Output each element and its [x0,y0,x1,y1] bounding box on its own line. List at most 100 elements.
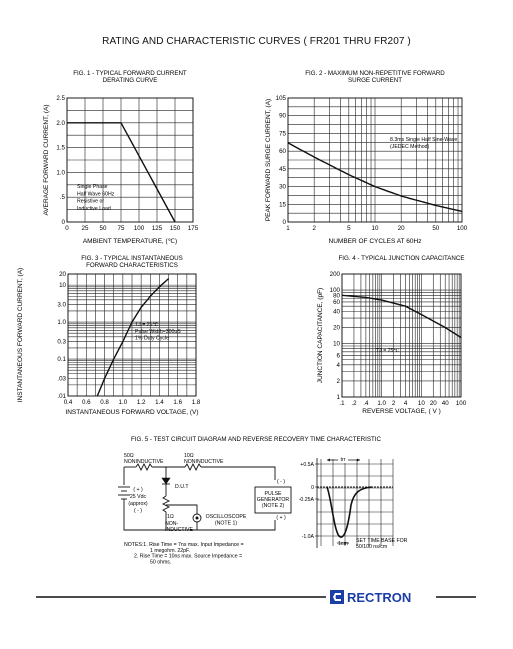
fig1-note: Resistive or [77,199,104,205]
fig3-y-tick-label: .01 [57,393,66,400]
fig3-x-tick-label: 0.6 [82,399,91,406]
fig1-note: Inductive Load [77,206,111,212]
fig2-y-tick-label: 0 [283,219,287,226]
fig2-x-tick-label: 1 [286,225,290,232]
fig3-y-tick-label: 10 [59,282,66,289]
fig4-y-tick-label: 200 [330,271,341,278]
fig2-y-tick-label: 60 [279,148,286,155]
fig2-note: 8.3ms Single Half Sine-Wave [390,137,457,143]
recovery-waveform: +0.5A 0 -0.25A -1.0A trr 1cm SET TIME BASE FOR… [299,455,408,550]
r1-type-label: NONINDUCTIVE [124,459,164,465]
fig1-x-tick-label: 75 [118,225,125,232]
fig4-x-tick-label: 20 [430,400,437,407]
fig1-x-tick-label: 175 [188,225,199,232]
pulse-generator-box [254,486,292,514]
fig3-frame [67,273,197,397]
fig4-x-tick-label: 4 [404,400,408,407]
fig3-x-tick-label: 0.8 [100,399,109,406]
circuit-wire [166,504,198,514]
fig1-y-tick-label: 0 [62,219,66,226]
fig4-x-tick-label: .1 [339,400,345,407]
fig3-x-tick-label: 1.4 [155,399,164,406]
fig1-x-tick-label: 125 [152,225,163,232]
r3-type-label: INDUCTIVE [165,527,193,533]
rectron-logo: RECTRON [330,590,411,605]
fig1-y-tick-label: 2.5 [56,95,65,102]
fig1-x-axis-label: AMBIENT TEMPERATURE, (℃) [83,238,177,245]
fig3-x-tick-label: 0.4 [64,399,73,406]
fig5-note: NOTES:1. Rise Time = 7ns max. Input Impe… [124,542,244,548]
fig1-x-tick-label: 25 [82,225,89,232]
fig4-y-tick-label: 60 [333,299,340,306]
fig4-x-tick-label: .4 [363,400,369,407]
pulse-minus-label: ( - ) [277,479,285,485]
fig3-note: 1% Duty Cycle [135,336,169,342]
fig2-x-tick-label: 5 [347,225,351,232]
oscilloscope-probe-dot [195,516,199,520]
fig1-chart: FIG. 1 - TYPICAL FORWARD CURRENTDERATING… [43,70,199,245]
fig1-x-tick-label: 0 [65,225,69,232]
fig4-y-tick-label: 6 [337,352,341,359]
fig4-y-tick-label: 80 [333,292,340,299]
resistor-1-ohm [161,495,171,513]
fig2-title: SURGE CURRENT [348,77,402,84]
fig5-diagram: FIG. 5 - TEST CIRCUIT DIAGRAM AND REVERS… [118,436,408,565]
fig4-y-axis-label: JUNCTION CAPACITANCE, (pF) [317,288,324,383]
fig4-y-tick-label: 4 [337,362,341,369]
r2-value-label: 10Ω [184,453,194,459]
waveform-trace [326,486,373,538]
fig2-x-tick-label: 2 [312,225,316,232]
fig4-x-tick-label: 100 [456,400,467,407]
fig2-y-tick-label: 15 [279,201,286,208]
fig1-note: Single Phase [77,184,108,190]
fig1-x-tick-label: 50 [100,225,107,232]
fig1-note: Half Wave 60Hz [77,191,115,197]
fig1-title: FIG. 1 - TYPICAL FORWARD CURRENT [73,70,187,77]
fig3-x-axis-label: INSTANTANEOUS FORWARD VOLTAGE, (V) [65,409,198,416]
fig4-y-tick-label: 1 [337,394,341,401]
trr-label-bg [338,455,348,463]
fig3-x-tick-label: 1.0 [119,399,128,406]
fig4-curve [341,294,462,339]
fig4-x-tick-label: 40 [442,400,449,407]
circuit-wire [123,499,276,531]
fig2-x-tick-label: 10 [372,225,379,232]
fig2-y-tick-label: 90 [279,113,286,120]
dut-label: D.U.T [175,484,189,490]
fig1-y-tick-label: 1.0 [56,169,65,176]
fig3-title: FORWARD CHARACTERISTICS [86,262,178,269]
diode-symbol [161,477,171,485]
fig5-note: 1 megohm. 22pF. [150,548,190,554]
fig3-x-tick-label: 1.2 [137,399,146,406]
fig2-title: FIG. 2 - MAXIMUM NON-REPETITIVE FORWARD [305,70,445,77]
fig4-x-tick-label: 1.0 [377,400,386,407]
trr-label: trr [341,457,346,463]
supply-label: 25 Vdc [130,494,147,500]
footer: RECTRON [36,590,476,605]
fig4-note: TJ = 25℃ [376,348,399,354]
pulse-generator-label: GENERATOR [257,497,290,503]
fig4-chart: FIG. 4 - TYPICAL JUNCTION CAPACITANCE 200… [317,255,467,415]
r2-type-label: NONINDUCTIVE [184,459,224,465]
fig1-x-tick-label: 100 [134,225,145,232]
pulse-plus-label: ( + ) [276,515,286,521]
fig3-y-tick-label: 1.0 [57,319,66,326]
fig1-curve [67,122,176,223]
fig2-chart: FIG. 2 - MAXIMUM NON-REPETITIVE FORWARDS… [265,70,468,245]
timebase-label: SET TIME BASE FOR [356,538,408,544]
waveform-level-label: +0.5A [300,462,314,468]
fig4-y-tick-label: 10 [333,341,340,348]
supply-label: ( - ) [134,508,142,514]
fig2-note: (JEDEC Method) [390,144,429,150]
fig1-y-axis-label: AVERAGE FORWARD CURRENT, (A) [43,104,50,215]
fig3-note: Pulse Width=300uS [135,329,181,335]
fig4-y-tick-label: 40 [333,308,340,315]
fig3-y-tick-label: 3.0 [57,301,66,308]
page-title: RATING AND CHARACTERISTIC CURVES ( FR201… [102,36,411,47]
logo-mark-icon [330,590,344,604]
pulse-generator-label: PULSE [264,491,282,497]
fig2-y-axis-label: PEAK FORWARD SURGE CURRENT, (A) [265,99,272,221]
fig3-x-tick-label: 1.6 [173,399,182,406]
